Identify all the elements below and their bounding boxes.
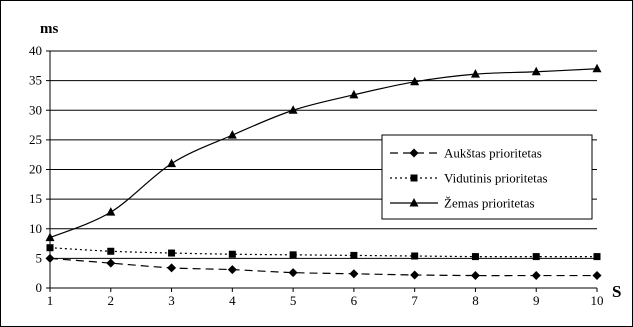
x-axis-title: S bbox=[612, 282, 621, 301]
series-layer bbox=[45, 63, 602, 281]
data-point bbox=[288, 105, 298, 114]
data-point bbox=[167, 158, 177, 168]
series-line bbox=[49, 247, 597, 258]
data-point bbox=[470, 69, 480, 78]
data-point bbox=[106, 258, 116, 268]
data-point bbox=[531, 271, 541, 281]
legend: Aukštas prioritetas Vidutinis prioritetas… bbox=[381, 134, 593, 220]
data-point bbox=[410, 76, 420, 86]
data-point bbox=[532, 253, 540, 261]
legend-marker bbox=[409, 148, 419, 158]
x-tick-label: 9 bbox=[533, 293, 540, 308]
data-point bbox=[288, 268, 298, 278]
data-point bbox=[531, 66, 541, 76]
data-point bbox=[592, 271, 602, 281]
x-tick-label: 7 bbox=[411, 293, 418, 308]
data-point bbox=[592, 63, 602, 73]
legend-marker bbox=[410, 174, 418, 182]
x-tick-label: 3 bbox=[168, 293, 175, 308]
series-line bbox=[49, 257, 597, 277]
legend-label: Vidutinis prioritetas bbox=[444, 171, 548, 186]
data-point bbox=[593, 253, 601, 261]
y-tick-label: 40 bbox=[29, 43, 42, 58]
y-tick-label: 25 bbox=[29, 132, 42, 147]
data-point bbox=[45, 253, 55, 263]
data-point bbox=[470, 271, 480, 281]
data-point bbox=[106, 207, 116, 216]
data-point bbox=[350, 251, 358, 259]
data-point bbox=[227, 130, 237, 139]
series-line bbox=[49, 68, 598, 239]
y-axis-title: ms bbox=[40, 21, 58, 37]
x-tick-label: 8 bbox=[472, 293, 479, 308]
x-tick-label: 5 bbox=[290, 293, 297, 308]
y-tick-label: 10 bbox=[29, 221, 42, 236]
y-tick-label: 0 bbox=[36, 280, 43, 295]
data-point bbox=[167, 263, 177, 273]
data-point bbox=[228, 250, 236, 258]
data-point bbox=[168, 249, 176, 257]
x-tick-label: 10 bbox=[591, 293, 604, 308]
legend-marker bbox=[409, 198, 419, 207]
x-tick-label: 1 bbox=[47, 293, 54, 308]
data-point bbox=[349, 89, 359, 99]
data-point bbox=[349, 269, 359, 279]
legend-label: Žemas prioritetas bbox=[444, 196, 535, 211]
y-tick-label: 5 bbox=[36, 250, 43, 265]
data-point bbox=[45, 232, 55, 242]
x-tick-label: 4 bbox=[229, 293, 236, 308]
y-tick-label: 15 bbox=[29, 191, 42, 206]
series-diamond bbox=[45, 253, 602, 281]
data-point bbox=[289, 251, 297, 259]
series-triangle bbox=[45, 63, 602, 242]
data-point bbox=[46, 244, 54, 252]
data-point bbox=[227, 265, 237, 275]
data-point bbox=[410, 270, 420, 280]
y-tick-label: 30 bbox=[29, 102, 42, 117]
y-tick-label: 35 bbox=[29, 73, 42, 88]
x-tick-label: 6 bbox=[351, 293, 358, 308]
series-square bbox=[46, 244, 601, 261]
y-tick-label: 20 bbox=[29, 162, 42, 177]
axes: 0 5 10 15 20 25 30 35 40 1 2 3 4 5 6 7 8 9 10 bbox=[29, 43, 604, 308]
legend-label: Aukštas prioritetas bbox=[444, 146, 542, 161]
data-point bbox=[471, 253, 479, 261]
data-point bbox=[107, 247, 115, 255]
x-tick-label: 2 bbox=[108, 293, 115, 308]
gridlines bbox=[50, 50, 597, 259]
data-point bbox=[411, 252, 419, 260]
